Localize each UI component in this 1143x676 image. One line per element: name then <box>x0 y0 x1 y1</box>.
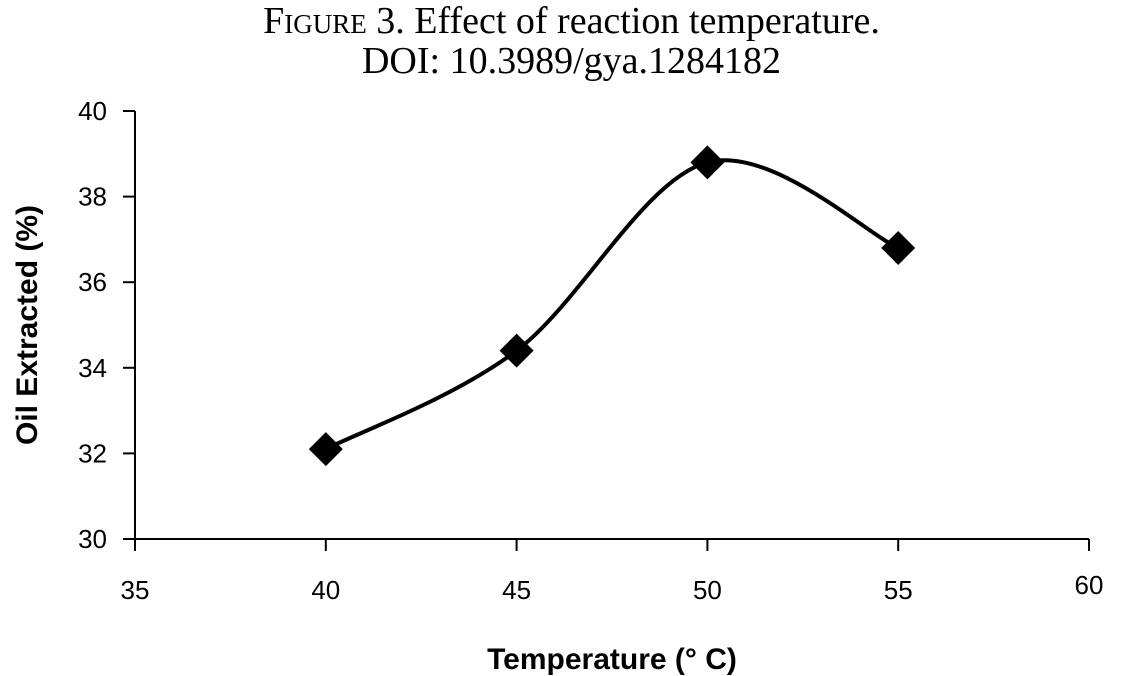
x-tick-label: 45 <box>502 575 531 605</box>
x-tick-label: 60 <box>1075 570 1104 600</box>
y-axis-title: Oil Extracted (%) <box>11 205 44 445</box>
chart-axes: 30 32 34 36 38 40 35 40 45 50 55 60 <box>78 96 1103 605</box>
y-tick-label: 32 <box>78 438 107 468</box>
x-tick-label: 35 <box>121 575 150 605</box>
x-axis-title: Temperature (° C) <box>487 643 737 676</box>
x-tick-label: 50 <box>693 575 722 605</box>
data-point <box>690 145 725 180</box>
x-tick-label: 55 <box>884 575 913 605</box>
figure-caption-text: Effect of reaction temperature. <box>404 0 880 42</box>
series-line <box>324 158 900 451</box>
y-tick-label: 34 <box>78 353 107 383</box>
y-tick-label: 40 <box>78 96 107 126</box>
data-point <box>499 333 534 368</box>
x-tick-label: 40 <box>311 575 340 605</box>
figure-doi: DOI: 10.3989/gya.1284182 <box>361 40 782 82</box>
data-point <box>881 230 916 265</box>
figure-label: Figure 3. <box>263 0 405 42</box>
y-tick-label: 30 <box>78 524 107 554</box>
figure-caption: Figure 3. Effect of reaction temperature… <box>0 0 1143 42</box>
y-tick-label: 36 <box>78 267 107 297</box>
data-point <box>308 432 343 467</box>
y-tick-label: 38 <box>78 182 107 212</box>
data-points <box>308 145 916 467</box>
